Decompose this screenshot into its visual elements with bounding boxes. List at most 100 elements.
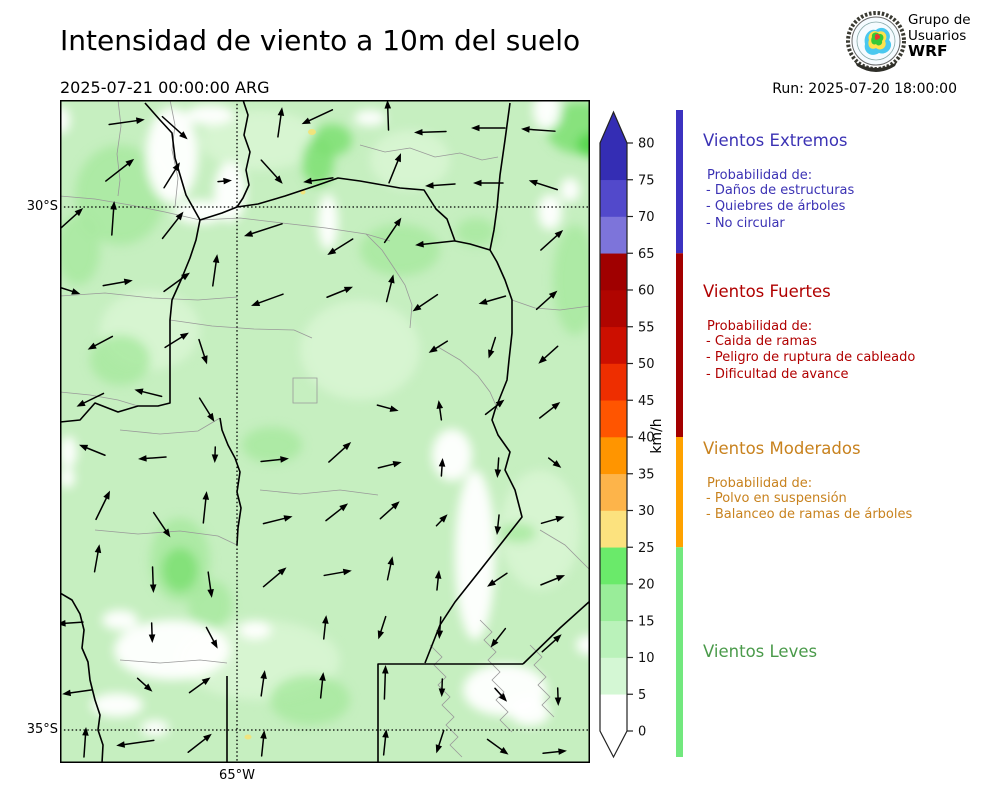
wind-arrow [438, 458, 446, 477]
wind-arrow [436, 616, 444, 639]
shading-blob [538, 194, 562, 230]
colorbar-segment [600, 547, 627, 585]
wind-arrow [60, 285, 81, 295]
wind-arrow [412, 293, 439, 312]
colorbar-tick-label: 10 [638, 651, 655, 666]
province-border [144, 102, 201, 221]
wind-arrow [108, 117, 145, 126]
wind-arrow [202, 491, 210, 524]
department-border [259, 489, 379, 496]
wind-arrow [262, 567, 287, 588]
wind-arrow [260, 730, 267, 757]
wind-arrow [487, 572, 508, 587]
province-border [424, 249, 523, 664]
wind-arrow [436, 400, 444, 421]
wind-arrow [376, 404, 399, 412]
legend-vientos-extremos: Vientos Extremos Probabilidad de: - Daño… [703, 131, 983, 232]
wind-arrow [384, 100, 392, 131]
wind-arrow [188, 677, 211, 694]
shading-blob [270, 675, 350, 725]
lat-label-35s: 35°S [26, 722, 58, 737]
wrf-logo-icon [846, 11, 906, 72]
department-border [437, 346, 499, 411]
legend-item: - Quiebres de árboles [706, 199, 846, 215]
department-border [292, 377, 318, 404]
wind-arrow [319, 672, 326, 699]
colorbar-tick-label: 70 [638, 210, 655, 225]
shading-blob [576, 635, 590, 655]
wind-arrow [494, 687, 508, 702]
page-title: Intensidad de viento a 10m del suelo [60, 24, 581, 57]
wind-arrow [434, 570, 442, 591]
colorbar-tick-label: 0 [638, 725, 646, 740]
wind-arrow [323, 568, 352, 577]
province-border [219, 417, 242, 546]
wind-arrow [528, 179, 559, 191]
department-border [169, 100, 179, 208]
wind-arrow [303, 177, 334, 185]
logo-line-3: WRF [908, 42, 948, 60]
wind-arrow [136, 677, 153, 692]
wind-arrow [260, 159, 283, 184]
colorbar-tick-label: 25 [638, 541, 655, 556]
wind-arrow [134, 388, 163, 398]
wind-arrow [243, 223, 283, 237]
wind-arrow [102, 278, 133, 287]
shading-blob [533, 100, 561, 130]
legend-item: - Polvo en suspensión [706, 491, 847, 506]
wind-arrow [211, 446, 219, 463]
wind-arrow [277, 107, 285, 138]
shading-blob [162, 548, 198, 592]
wind-arrow [383, 217, 402, 244]
shading-blob [455, 470, 495, 640]
legend-item: - No circular [706, 215, 785, 231]
wind-arrow [149, 566, 157, 593]
department-border [60, 195, 201, 221]
shading-blob [91, 693, 143, 717]
high-wind-speck [244, 734, 252, 740]
shading-blob [141, 720, 169, 736]
shading-blob [200, 110, 320, 170]
wind-arrow [425, 182, 456, 189]
colorbar-segment [600, 363, 627, 401]
wind-arrow [76, 392, 105, 407]
wind-arrow [542, 748, 567, 755]
department-border [60, 391, 139, 407]
legend-prob-title: Probabilidad de: [707, 476, 813, 491]
wind-arrow [110, 201, 117, 236]
colorbar-tick-label: 45 [638, 394, 655, 409]
legend-heading: Vientos Leves [703, 642, 818, 661]
shading-blob [360, 224, 440, 276]
wind-arrow [105, 158, 135, 182]
wind-arrow [93, 544, 102, 573]
wind-arrow [328, 441, 352, 463]
colorbar-segment [600, 253, 627, 291]
colorbar-tick-label: 75 [638, 173, 655, 188]
wind-arrow [205, 626, 218, 649]
shading-blob [300, 300, 420, 400]
wind-arrow [138, 455, 167, 462]
wind-arrow [388, 153, 401, 184]
legend-item: - Peligro de ruptura de cableado [706, 350, 916, 366]
shading-blob [242, 427, 302, 463]
legend-vientos-moderados: Vientos Moderados Probabilidad de: - Pol… [703, 439, 983, 524]
shading-blob [354, 110, 386, 126]
legend-heading: Vientos Fuertes [703, 282, 831, 301]
wind-arrow [161, 211, 184, 240]
shading-blob [75, 145, 165, 245]
colorbar-tick-label: 20 [638, 578, 655, 593]
legend-item: - Balanceo de ramas de árboles [706, 507, 913, 523]
colorbar-segment [600, 510, 627, 548]
logo-line-1: Grupo de [908, 12, 971, 28]
colorbar-segment [600, 290, 627, 328]
wind-arrow [62, 689, 93, 697]
wind-arrow [494, 457, 502, 478]
shading-blob [560, 178, 580, 202]
department-border [60, 292, 238, 301]
province-border [377, 663, 523, 763]
wind-arrow [435, 514, 448, 527]
wind-arrow [322, 615, 329, 640]
wind-arrow [377, 460, 402, 469]
wind-arrow [538, 345, 559, 364]
province-border [60, 592, 104, 763]
